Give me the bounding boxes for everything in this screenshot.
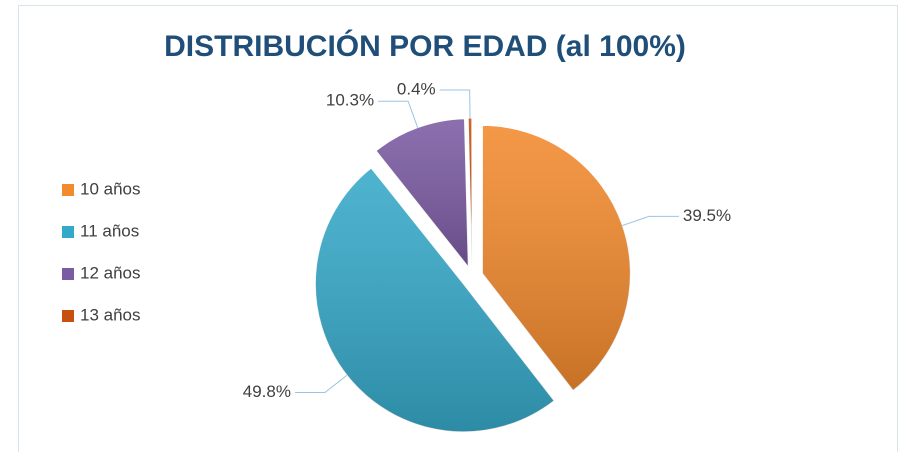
slice-shade xyxy=(482,125,631,391)
leader-line xyxy=(378,100,419,128)
legend-label: 12 años xyxy=(80,263,141,282)
legend-label: 10 años xyxy=(80,179,141,198)
legend-swatch xyxy=(62,268,74,280)
data-label: 49.8% xyxy=(243,382,291,401)
pie: 39.5% 49.8% 10.3% 0.4% xyxy=(243,79,731,433)
chart-title: DISTRIBUCIÓN POR EDAD (al 100%) xyxy=(164,29,686,63)
legend-swatch xyxy=(62,184,74,196)
slice-shade xyxy=(376,118,469,267)
slice-shade xyxy=(468,118,472,267)
legend-label: 13 años xyxy=(80,305,141,324)
leader-line xyxy=(294,374,348,394)
legend-swatch xyxy=(62,226,74,238)
slice-shade xyxy=(315,168,555,432)
data-label: 39.5% xyxy=(683,206,731,225)
data-label: 10.3% xyxy=(326,91,374,110)
legend: 10 años 11 años 12 años 13 años xyxy=(62,179,141,324)
legend-swatch xyxy=(62,310,74,322)
leader-line xyxy=(622,215,679,226)
leader-line xyxy=(439,89,471,119)
legend-label: 11 años xyxy=(80,221,139,240)
data-label: 0.4% xyxy=(397,79,436,98)
